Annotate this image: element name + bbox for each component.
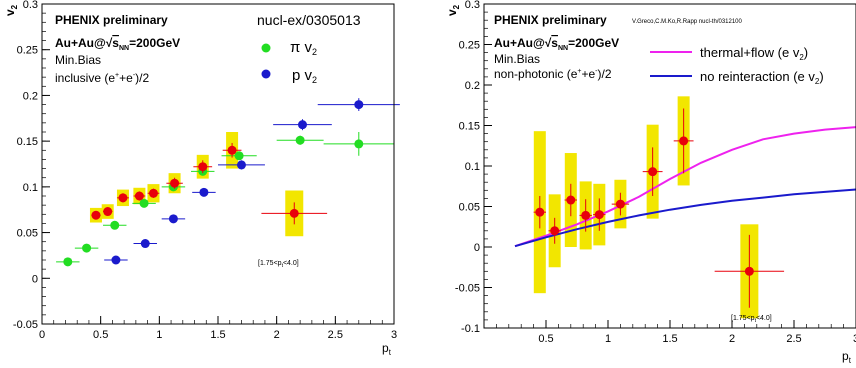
left-ytick-label: 0.05 xyxy=(17,228,38,240)
left-ytick-label: 0.1 xyxy=(23,182,38,194)
left-ytick-label: 0.15 xyxy=(17,136,38,148)
legend-proton-marker xyxy=(261,69,271,79)
right-electron-point xyxy=(581,210,591,220)
left-xtick-label: 1 xyxy=(156,329,162,341)
right-header: PHENIX preliminary xyxy=(494,13,607,27)
legend-proton-label: p v2 xyxy=(292,67,317,85)
right-ytick-label: 0.1 xyxy=(465,161,480,173)
left-electron-point xyxy=(289,208,299,218)
right-syst-layer xyxy=(533,96,759,319)
right-electron-point xyxy=(679,136,689,146)
left-system-label: Au+Au@√sNN=200GeV xyxy=(55,36,180,52)
right-ticks: -0.1 -0.05 0 0.05 0.1 0.15 0.2 0.25 0.3 0.5 1 1.5 2 2… xyxy=(455,0,856,345)
right-reference: V.Greco,C.M.Ko,R.Rapp nucl-th/0312100 xyxy=(632,19,743,25)
right-electron-point xyxy=(566,195,576,205)
left-pion-point xyxy=(295,135,305,145)
right-ytick-label: -0.1 xyxy=(461,323,480,335)
right-curves-layer xyxy=(514,126,856,248)
left-selection-label: inclusive (e++e-)/2 xyxy=(55,71,149,85)
left-plot-frame xyxy=(41,3,395,325)
right-xtick-label: 2.5 xyxy=(786,333,801,345)
left-proton-point xyxy=(168,214,178,224)
left-range-note: [1.75<pt<4.0] xyxy=(258,260,299,269)
right-system-label: Au+Au@√sNN=200GeV xyxy=(494,36,619,52)
legend-pion-label: π v2 xyxy=(290,39,317,57)
right-selection-label: non-photonic (e++e-)/2 xyxy=(494,67,612,81)
left-ytick-label: 0.25 xyxy=(17,45,38,57)
left-xtick-label: 1.5 xyxy=(210,329,225,341)
right-xtick-label: 1.5 xyxy=(662,333,677,345)
right-ytick-label: 0.3 xyxy=(465,0,480,11)
left-xtick-label: 3 xyxy=(391,329,397,341)
left-pion-point xyxy=(354,139,364,149)
right-xtick-label: 2 xyxy=(729,333,735,345)
left-ytick-label: 0 xyxy=(32,273,38,285)
left-proton-point xyxy=(236,160,246,170)
left-data-layer xyxy=(56,98,400,267)
legend-thermal-label: thermal+flow (e v2) xyxy=(700,45,808,62)
right-electron-point xyxy=(594,210,604,220)
left-pion-point xyxy=(63,257,73,267)
left-syst-layer xyxy=(89,132,304,237)
left-pion-point xyxy=(110,220,120,230)
left-pion-point xyxy=(139,198,149,208)
right-ytick-label: 0.2 xyxy=(465,80,480,92)
right-xtick-label: 3 xyxy=(853,333,856,345)
right-electron-point xyxy=(744,266,754,276)
left-xtick-label: 2.5 xyxy=(328,329,343,341)
left-proton-point xyxy=(111,255,121,265)
left-ylabel: v2 xyxy=(3,4,19,16)
left-xlabel: pt xyxy=(382,341,392,357)
left-ytick-label: -0.05 xyxy=(13,319,38,331)
right-ytick-label: -0.05 xyxy=(455,283,480,295)
right-ytick-label: 0.25 xyxy=(459,40,480,52)
left-electron-point xyxy=(91,210,101,220)
left-electron-point xyxy=(198,162,208,172)
left-header: PHENIX preliminary xyxy=(55,13,168,27)
left-proton-point xyxy=(297,120,307,130)
left-centrality-label: Min.Bias xyxy=(55,53,101,67)
right-ytick-label: 0.05 xyxy=(459,202,480,214)
left-ytick-label: 0.3 xyxy=(23,0,38,11)
left-proton-point xyxy=(140,239,150,249)
left-electron-point xyxy=(134,191,144,201)
right-electron-point xyxy=(550,226,560,236)
left-xtick-label: 2 xyxy=(274,329,280,341)
right-ytick-label: 0.15 xyxy=(459,121,480,133)
right-electron-point xyxy=(535,207,545,217)
right-curve-noreint xyxy=(514,188,856,248)
left-pion-point xyxy=(82,243,92,253)
left-proton-point xyxy=(354,100,364,110)
left-electron-point xyxy=(170,178,180,188)
left-electron-point xyxy=(118,193,128,203)
right-curve-thermal xyxy=(514,126,856,248)
legend-pion-marker xyxy=(261,43,271,53)
right-panel: -0.1 -0.05 0 0.05 0.1 0.15 0.2 0.25 0.3 0.5 1 1.5 2 2… xyxy=(445,0,856,365)
left-electron-point xyxy=(103,207,113,217)
left-pion-point xyxy=(234,151,244,161)
left-xtick-label: 0 xyxy=(39,329,45,341)
legend-noreint-label: no reinteraction (e v2) xyxy=(700,69,824,86)
left-reference: nucl-ex/0305013 xyxy=(257,12,361,28)
right-electron-point xyxy=(648,167,658,177)
right-range-note: [1.75<pt<4.0] xyxy=(731,315,772,324)
left-ytick-label: 0.2 xyxy=(23,90,38,102)
right-electron-point xyxy=(615,199,625,209)
left-electron-point xyxy=(227,145,237,155)
right-xlabel: pt xyxy=(842,349,852,365)
left-xtick-label: 0.5 xyxy=(93,329,108,341)
left-electron-point xyxy=(148,188,158,198)
right-xtick-label: 0.5 xyxy=(538,333,553,345)
right-data-layer xyxy=(533,108,785,308)
right-centrality-label: Min.Bias xyxy=(494,52,540,66)
left-proton-point xyxy=(199,187,209,197)
right-ylabel: v2 xyxy=(445,4,461,16)
right-xtick-label: 1 xyxy=(605,333,611,345)
right-ytick-label: 0 xyxy=(474,242,480,254)
